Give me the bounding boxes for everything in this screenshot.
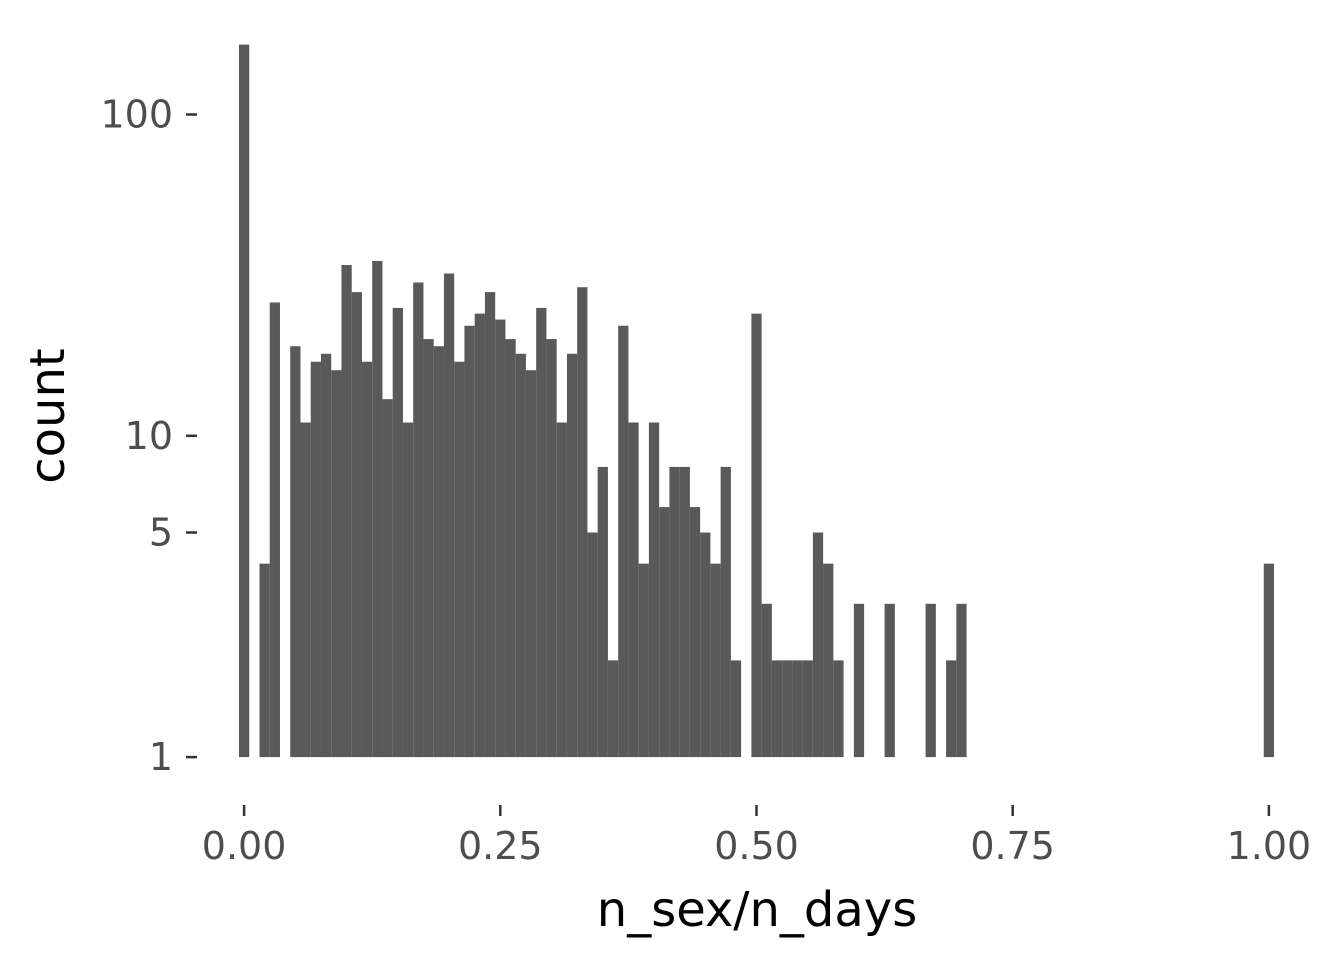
histogram-bar-6 bbox=[320, 353, 332, 758]
histogram-bar-17 bbox=[433, 346, 444, 758]
histogram-bar-34 bbox=[607, 660, 619, 758]
bars-group bbox=[238, 44, 1275, 758]
y-axis: 1 5 10 100 bbox=[100, 92, 197, 779]
histogram-bar-38 bbox=[648, 422, 660, 758]
histogram-bar-61 bbox=[1263, 563, 1275, 758]
histogram-bar-19 bbox=[454, 361, 465, 758]
y-axis-title: count bbox=[20, 348, 76, 483]
histogram-bar-4 bbox=[300, 422, 311, 758]
histogram-bar-5 bbox=[310, 361, 321, 758]
histogram-bar-0 bbox=[238, 44, 250, 758]
histogram-bar-44 bbox=[710, 563, 721, 758]
histogram-bar-56 bbox=[853, 603, 865, 758]
histogram-bar-36 bbox=[628, 422, 639, 758]
histogram-bar-18 bbox=[443, 273, 455, 758]
histogram-bar-21 bbox=[474, 313, 485, 758]
histogram-bar-57 bbox=[884, 603, 895, 758]
histogram-bar-28 bbox=[546, 339, 557, 758]
y-tick-label-0: 1 bbox=[149, 735, 173, 779]
histogram-bar-43 bbox=[700, 532, 711, 758]
histogram-bar-45 bbox=[720, 466, 731, 758]
histogram-bar-47 bbox=[751, 313, 762, 758]
histogram-bar-12 bbox=[382, 399, 393, 758]
histogram-bar-31 bbox=[577, 287, 588, 758]
histogram-bar-26 bbox=[525, 370, 537, 758]
histogram-bar-55 bbox=[833, 660, 844, 758]
y-tick-label-2: 10 bbox=[125, 414, 173, 458]
histogram-bar-3 bbox=[290, 346, 301, 758]
x-tick-label-2: 0.50 bbox=[714, 824, 799, 868]
histogram-bar-11 bbox=[372, 260, 383, 758]
histogram-bar-49 bbox=[771, 660, 783, 758]
histogram-bar-9 bbox=[351, 292, 362, 758]
histogram-bar-14 bbox=[402, 422, 414, 758]
histogram-bar-35 bbox=[618, 325, 629, 758]
histogram-bar-40 bbox=[669, 466, 680, 758]
histogram-bar-25 bbox=[515, 353, 526, 758]
histogram-bar-46 bbox=[730, 660, 742, 758]
histogram-bar-2 bbox=[269, 302, 280, 758]
histogram-bar-30 bbox=[566, 353, 578, 758]
histogram-bar-16 bbox=[423, 339, 434, 758]
histogram-bar-58 bbox=[925, 603, 936, 758]
histogram-bar-22 bbox=[484, 292, 496, 758]
x-tick-label-1: 0.25 bbox=[458, 824, 543, 868]
histogram-bar-60 bbox=[956, 603, 967, 758]
histogram-bar-42 bbox=[689, 507, 701, 758]
histogram-bar-10 bbox=[361, 361, 373, 758]
histogram-bar-51 bbox=[792, 660, 803, 758]
histogram-bar-41 bbox=[679, 466, 690, 758]
histogram-bar-7 bbox=[331, 370, 342, 758]
histogram-bar-24 bbox=[505, 339, 516, 758]
histogram-bar-23 bbox=[495, 319, 506, 758]
histogram-bar-39 bbox=[659, 507, 670, 758]
histogram-bar-37 bbox=[638, 563, 649, 758]
histogram-bar-59 bbox=[946, 660, 957, 758]
histogram-bar-8 bbox=[341, 265, 352, 758]
x-axis: 0.00 0.25 0.50 0.75 1.00 bbox=[202, 805, 1311, 868]
x-axis-title: n_sex/n_days bbox=[597, 882, 917, 938]
histogram-bar-29 bbox=[556, 422, 567, 758]
histogram-bar-1 bbox=[259, 563, 270, 758]
histogram-bar-54 bbox=[823, 563, 834, 758]
histogram-bar-15 bbox=[413, 282, 424, 758]
histogram-bar-52 bbox=[802, 660, 813, 758]
x-tick-label-3: 0.75 bbox=[970, 824, 1055, 868]
histogram-bar-32 bbox=[587, 532, 598, 758]
histogram-bar-53 bbox=[812, 532, 824, 758]
histogram-bar-50 bbox=[782, 660, 793, 758]
histogram-bar-20 bbox=[464, 325, 475, 758]
histogram-bar-48 bbox=[761, 603, 772, 758]
histogram-bar-27 bbox=[536, 307, 547, 758]
y-tick-label-1: 5 bbox=[149, 511, 173, 555]
histogram-bar-13 bbox=[392, 307, 403, 758]
x-tick-label-4: 1.00 bbox=[1227, 824, 1312, 868]
histogram-bar-33 bbox=[597, 466, 608, 758]
y-tick-label-3: 100 bbox=[100, 92, 173, 136]
x-tick-label-0: 0.00 bbox=[202, 824, 287, 868]
